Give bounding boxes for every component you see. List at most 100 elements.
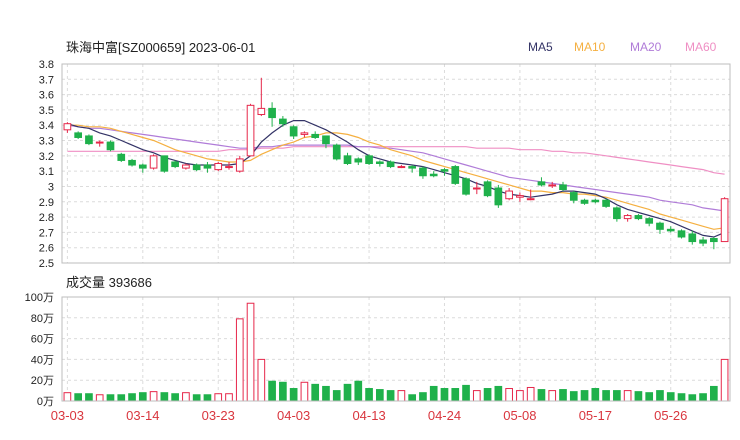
candle-body-down: [419, 167, 427, 177]
volume-tick-label: 100万: [25, 292, 54, 304]
candle-body-down: [311, 133, 320, 138]
volume-bar-up: [526, 386, 535, 402]
volume-bar-down: [613, 390, 621, 402]
candle-body-up: [246, 104, 255, 157]
candle-body-up: [182, 164, 190, 169]
candle-body-down: [106, 141, 115, 151]
volume-bar-up: [472, 390, 481, 402]
price-tick-label: 3.4: [39, 120, 54, 132]
volume-title: 成交量 393686: [66, 275, 152, 290]
volume-bar-down: [419, 392, 427, 402]
volume-bar-down: [494, 385, 503, 402]
volume-bar-down: [699, 393, 707, 402]
date-tick-label: 04-24: [428, 408, 461, 423]
candle-body-down: [494, 187, 503, 206]
volume-bar-down: [559, 389, 567, 402]
volume-bar-down: [602, 390, 610, 402]
candle-body-down: [408, 166, 417, 169]
volume-bar-down: [666, 392, 675, 402]
candle-body-down: [289, 126, 298, 137]
candle-body-down: [656, 222, 664, 230]
candle-body-up: [623, 215, 632, 220]
volume-bar-down: [332, 390, 341, 402]
candle-body-down: [268, 107, 276, 119]
date-tick-label: 04-13: [352, 408, 385, 423]
volume-bar-down: [440, 388, 449, 402]
volume-bar-down: [645, 392, 654, 402]
price-tick-label: 2.6: [39, 243, 54, 255]
volume-bar-down: [537, 389, 546, 402]
price-pane-frame: [61, 63, 731, 264]
volume-bars: [63, 302, 729, 402]
candle-body-down: [688, 233, 697, 243]
volume-bar-down: [311, 383, 320, 402]
volume-bar-down: [386, 390, 395, 402]
candle-body-up: [516, 195, 524, 198]
candle-body-down: [343, 155, 352, 165]
volume-bar-up: [246, 302, 255, 402]
volume-bar-up: [548, 390, 557, 402]
date-tick-label: 05-26: [654, 408, 687, 423]
candle-body-down: [160, 155, 169, 172]
price-tick-label: 2.5: [39, 258, 54, 270]
candle-body-down: [128, 159, 136, 166]
volume-bar-up: [214, 393, 223, 402]
candle-body-down: [332, 144, 341, 160]
volume-bar-down: [117, 394, 126, 402]
date-tick-label: 03-23: [202, 408, 235, 423]
volume-bar-down: [192, 394, 201, 402]
price-tick-label: 3.1: [39, 166, 54, 178]
volume-bar-down: [85, 393, 93, 402]
candle-body-down: [451, 166, 460, 184]
ma60-line: [67, 146, 725, 175]
candle-body-up: [235, 158, 244, 172]
candle-body-down: [591, 199, 600, 203]
volume-tick-label: 60万: [31, 334, 54, 346]
volume-bar-down: [279, 381, 287, 402]
volume-tick-label: 20万: [31, 375, 54, 387]
volume-bar-down: [451, 388, 460, 402]
volume-bar-up: [63, 392, 72, 402]
volume-bar-down: [160, 392, 169, 402]
candle-body-down: [429, 173, 438, 177]
price-tick-label: 2.9: [39, 197, 54, 209]
volume-bar-down: [268, 380, 276, 402]
volume-tick-label: 0万: [37, 396, 54, 408]
candle-body-down: [74, 132, 83, 138]
candle-body-down: [645, 218, 654, 224]
candle-body-down: [483, 181, 492, 197]
ma20-line: [67, 124, 725, 212]
candles: [63, 77, 729, 250]
candle-body-down: [117, 153, 126, 161]
volume-tick-label: 40万: [31, 354, 54, 366]
ma5-line: [67, 120, 725, 238]
volume-bar-up: [516, 390, 524, 402]
candle-body-up: [214, 163, 223, 171]
price-tick-label: 3.7: [39, 74, 54, 86]
candle-body-down: [171, 161, 179, 168]
price-tick-label: 3.3: [39, 136, 54, 148]
volume-bar-down: [171, 393, 179, 402]
candle-body-up: [149, 155, 158, 169]
price-tick-label: 3: [48, 181, 54, 193]
volume-bar-down: [483, 388, 492, 402]
volume-bar-down: [591, 388, 600, 402]
volume-bar-up: [225, 393, 233, 402]
candle-body-up: [505, 190, 513, 200]
candle-body-down: [85, 135, 93, 145]
volume-bar-up: [397, 390, 406, 402]
volume-bar-down: [322, 385, 330, 402]
volume-bar-down: [375, 389, 384, 402]
candle-body-up: [472, 187, 481, 190]
volume-bar-down: [408, 394, 417, 402]
candle-body-down: [279, 118, 287, 125]
volume-bar-down: [128, 393, 136, 402]
volume-bar-down: [580, 390, 589, 402]
candle-body-up: [720, 198, 729, 243]
volume-bar-up: [300, 381, 309, 402]
candle-body-up: [257, 107, 266, 116]
volume-bar-up: [149, 391, 158, 402]
volume-bar-down: [634, 391, 643, 402]
volume-bar-down: [343, 383, 352, 402]
